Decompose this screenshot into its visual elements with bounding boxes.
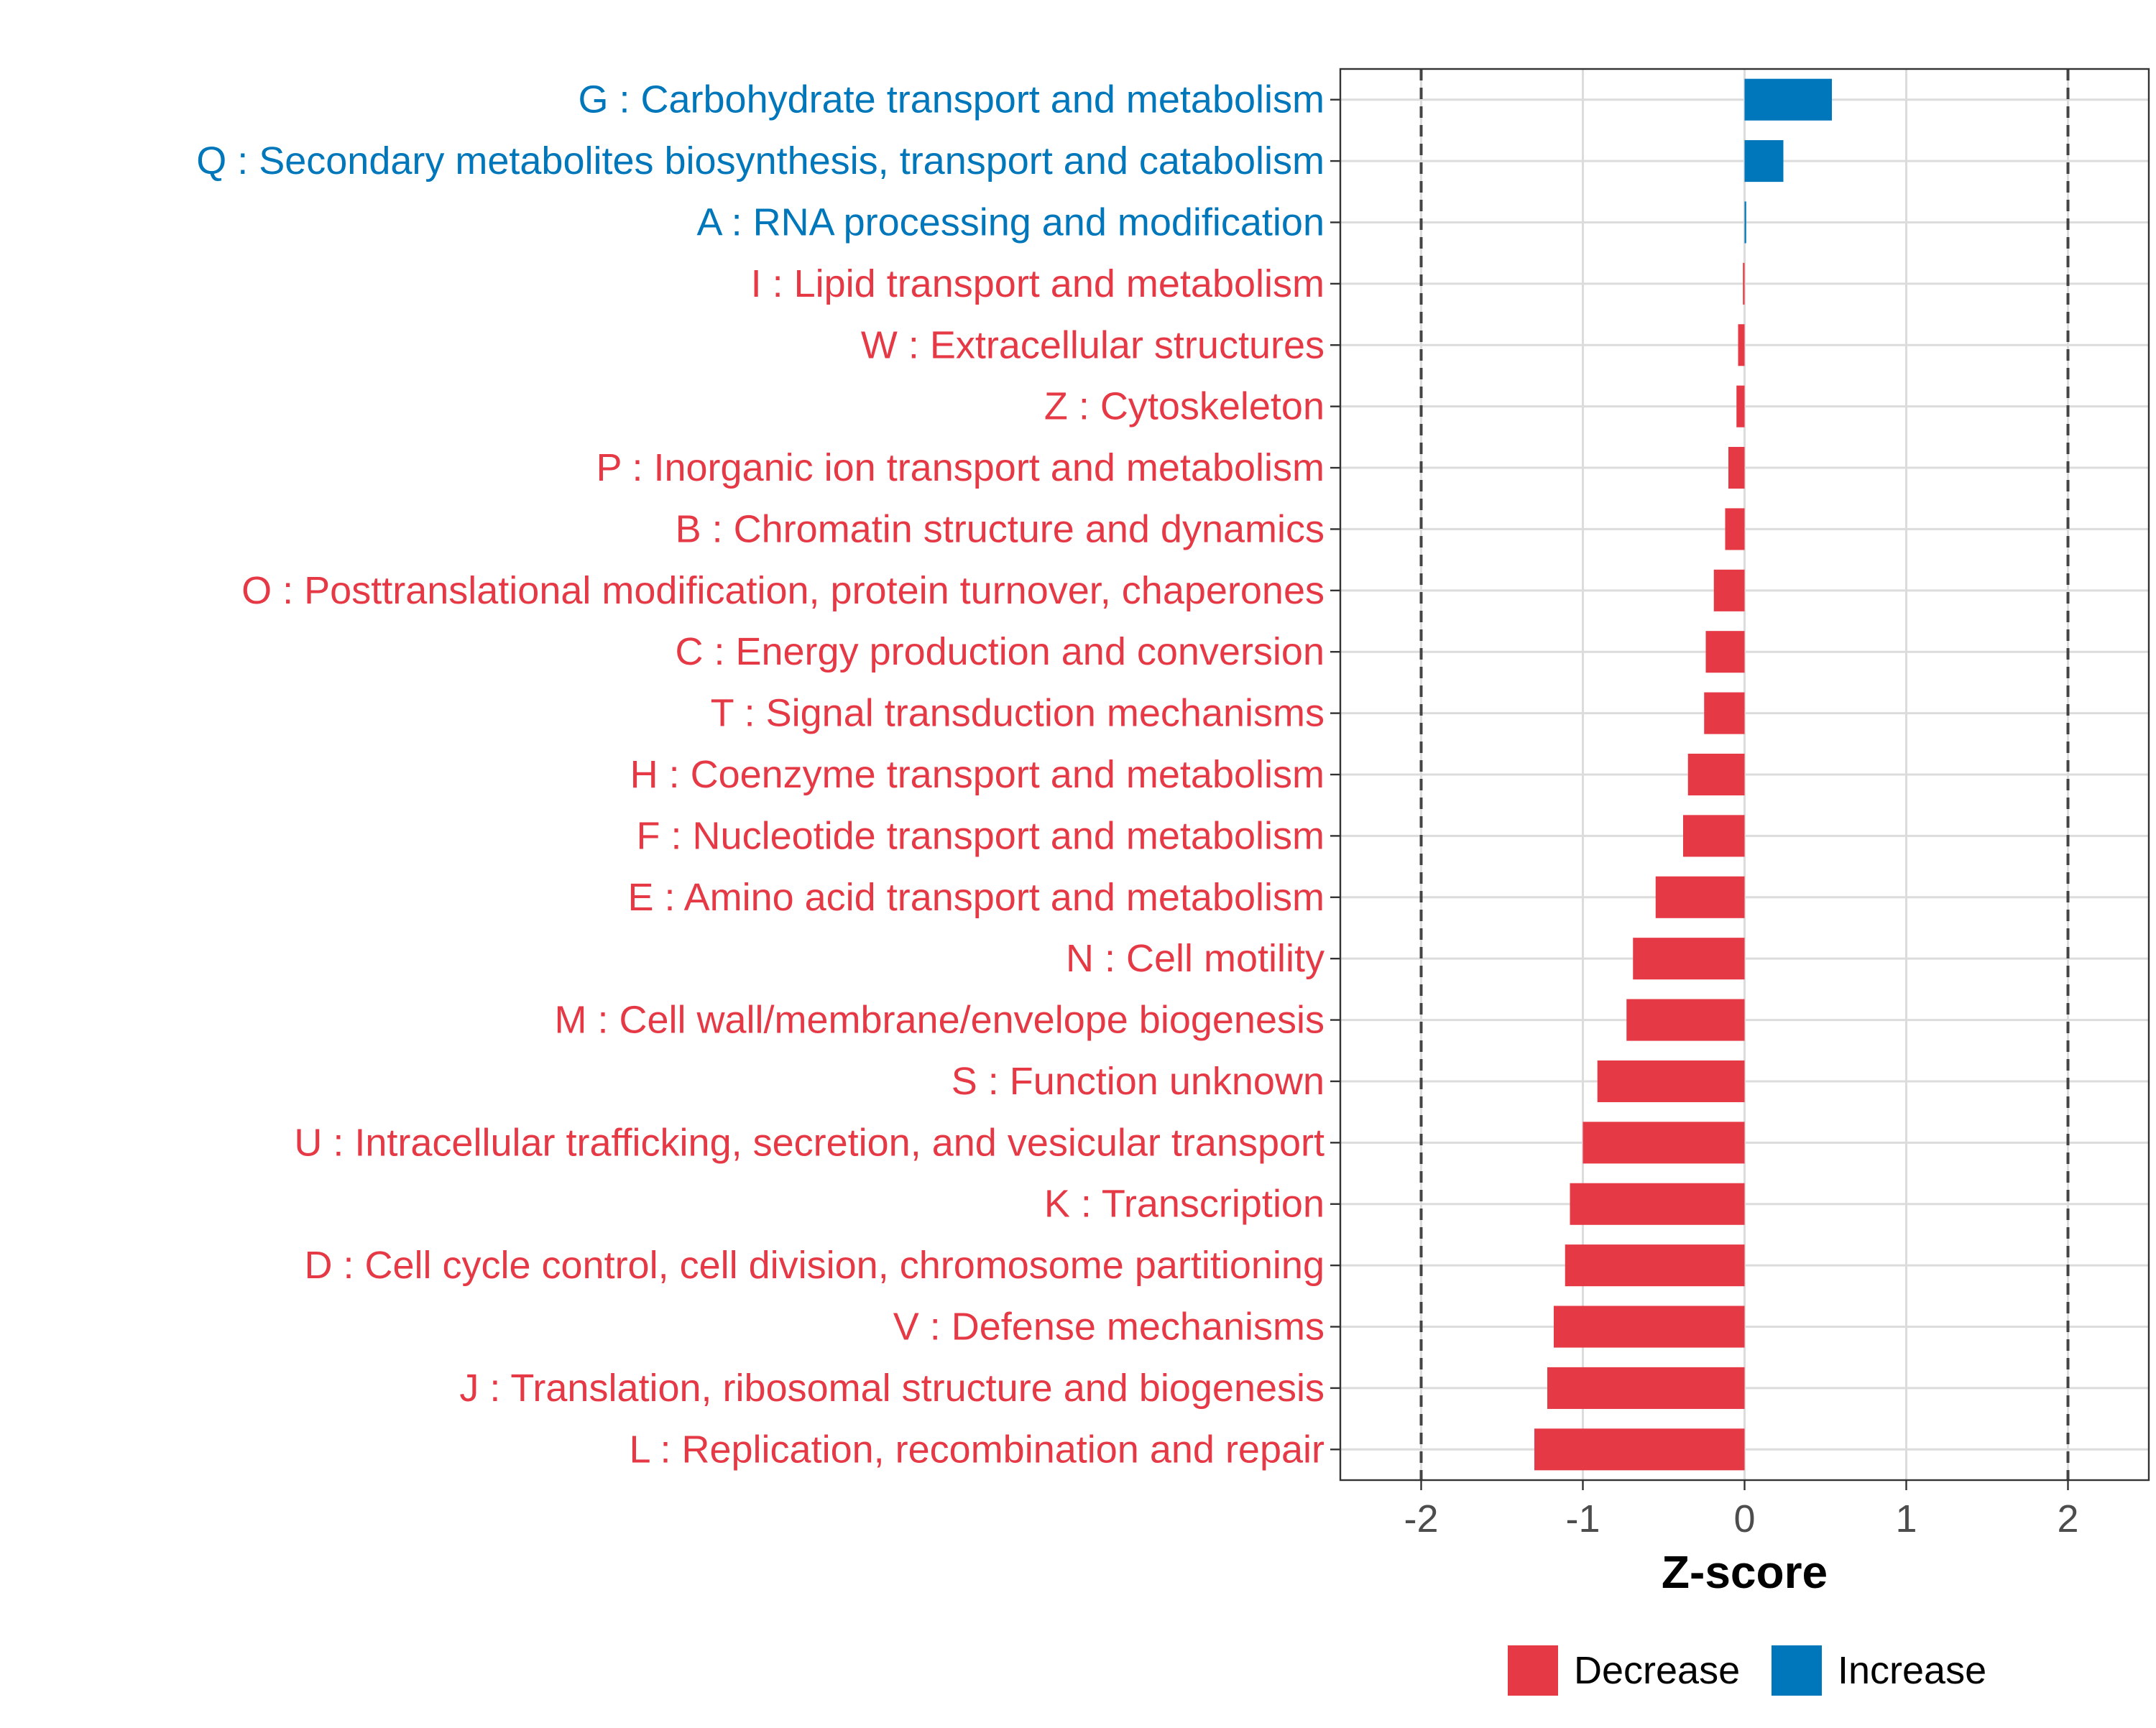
bar xyxy=(1626,999,1745,1041)
legend-swatch-decrease xyxy=(1508,1645,1558,1696)
x-tick-label: 1 xyxy=(1895,1497,1917,1540)
category-label: T : Signal transduction mechanisms xyxy=(711,692,1325,735)
category-label: Z : Cytoskeleton xyxy=(1044,385,1325,428)
category-label: I : Lipid transport and metabolism xyxy=(751,262,1325,305)
legend-label-decrease: Decrease xyxy=(1574,1649,1740,1692)
category-label: N : Cell motility xyxy=(1066,937,1325,980)
bar xyxy=(1705,631,1745,673)
category-label: V : Defense mechanisms xyxy=(893,1306,1325,1349)
bar xyxy=(1633,938,1745,980)
reference-lines xyxy=(1419,69,2070,1480)
bar xyxy=(1534,1428,1745,1471)
bar xyxy=(1547,1367,1745,1409)
bar xyxy=(1738,324,1745,366)
bar xyxy=(1687,753,1745,796)
bar xyxy=(1736,385,1745,428)
category-label: Q : Secondary metabolites biosynthesis, … xyxy=(196,139,1325,182)
category-label: B : Chromatin structure and dynamics xyxy=(676,507,1325,550)
bar xyxy=(1583,1122,1745,1164)
x-tick-label: 2 xyxy=(2057,1497,2078,1540)
category-label: L : Replication, recombination and repai… xyxy=(629,1428,1325,1471)
x-tick-label: -1 xyxy=(1565,1497,1600,1540)
category-label: U : Intracellular trafficking, secretion… xyxy=(294,1121,1325,1164)
category-label: D : Cell cycle control, cell division, c… xyxy=(304,1244,1325,1287)
category-label: P : Inorganic ion transport and metaboli… xyxy=(596,446,1325,489)
category-label: O : Posttranslational modification, prot… xyxy=(241,569,1325,612)
category-label: J : Translation, ribosomal structure and… xyxy=(459,1367,1325,1410)
category-label: S : Function unknown xyxy=(952,1060,1325,1103)
x-axis-ticks: -2 -1 0 1 2 xyxy=(1404,1480,2079,1540)
bar xyxy=(1725,508,1745,550)
bar xyxy=(1743,262,1745,305)
x-axis-title: Z-score xyxy=(1662,1546,1828,1598)
bar xyxy=(1713,569,1745,611)
bar xyxy=(1597,1060,1745,1102)
bar xyxy=(1728,447,1745,489)
y-axis-category-labels: G : Carbohydrate transport and metabolis… xyxy=(196,78,1325,1471)
bar xyxy=(1570,1183,1745,1225)
category-label: K : Transcription xyxy=(1044,1183,1325,1226)
category-label: W : Extracellular structures xyxy=(861,323,1325,366)
category-label: A : RNA processing and modification xyxy=(697,200,1325,244)
bar xyxy=(1744,140,1784,182)
x-tick-label: -2 xyxy=(1404,1497,1438,1540)
bar xyxy=(1704,692,1745,734)
category-label: C : Energy production and conversion xyxy=(675,630,1325,673)
legend: Decrease Increase xyxy=(1508,1645,1986,1696)
y-axis-ticks xyxy=(1330,98,1340,1451)
bar-layer xyxy=(1534,78,1832,1471)
bar xyxy=(1655,876,1745,918)
bar xyxy=(1744,201,1746,244)
category-label: H : Coenzyme transport and metabolism xyxy=(630,753,1325,796)
bar xyxy=(1565,1244,1745,1287)
category-label: F : Nucleotide transport and metabolism xyxy=(637,814,1325,857)
bar xyxy=(1683,815,1745,857)
bar xyxy=(1554,1306,1745,1348)
category-label: M : Cell wall/membrane/envelope biogenes… xyxy=(554,999,1325,1042)
legend-label-increase: Increase xyxy=(1838,1649,1986,1692)
bar xyxy=(1744,78,1832,121)
legend-swatch-increase xyxy=(1772,1645,1822,1696)
category-label: G : Carbohydrate transport and metabolis… xyxy=(579,78,1325,121)
category-label: E : Amino acid transport and metabolism xyxy=(628,876,1325,919)
x-tick-label: 0 xyxy=(1733,1497,1755,1540)
